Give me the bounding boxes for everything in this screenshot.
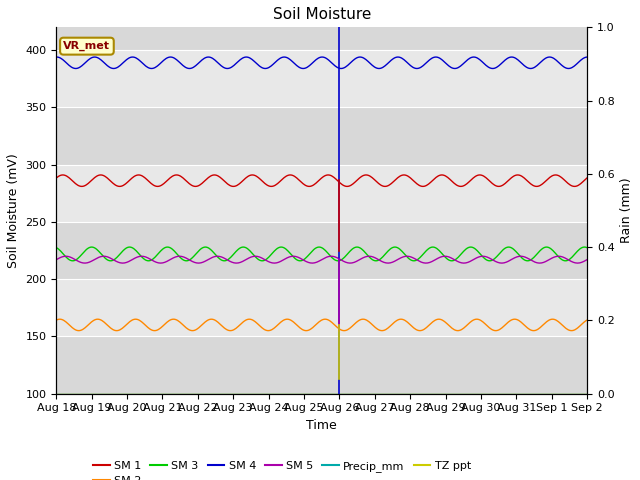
Bar xyxy=(56,279,587,336)
Bar xyxy=(56,336,587,394)
X-axis label: Time: Time xyxy=(307,419,337,432)
Bar xyxy=(56,50,587,108)
Bar xyxy=(56,27,587,50)
Y-axis label: Soil Moisture (mV): Soil Moisture (mV) xyxy=(7,153,20,268)
Text: VR_met: VR_met xyxy=(63,41,111,51)
Bar xyxy=(56,165,587,222)
Title: Soil Moisture: Soil Moisture xyxy=(273,7,371,22)
Bar xyxy=(56,222,587,279)
Legend: SM 1, SM 2, SM 3, SM 4, SM 5, Precip_mm, TZ ppt: SM 1, SM 2, SM 3, SM 4, SM 5, Precip_mm,… xyxy=(88,456,476,480)
Bar xyxy=(56,108,587,165)
Y-axis label: Rain (mm): Rain (mm) xyxy=(620,178,633,243)
